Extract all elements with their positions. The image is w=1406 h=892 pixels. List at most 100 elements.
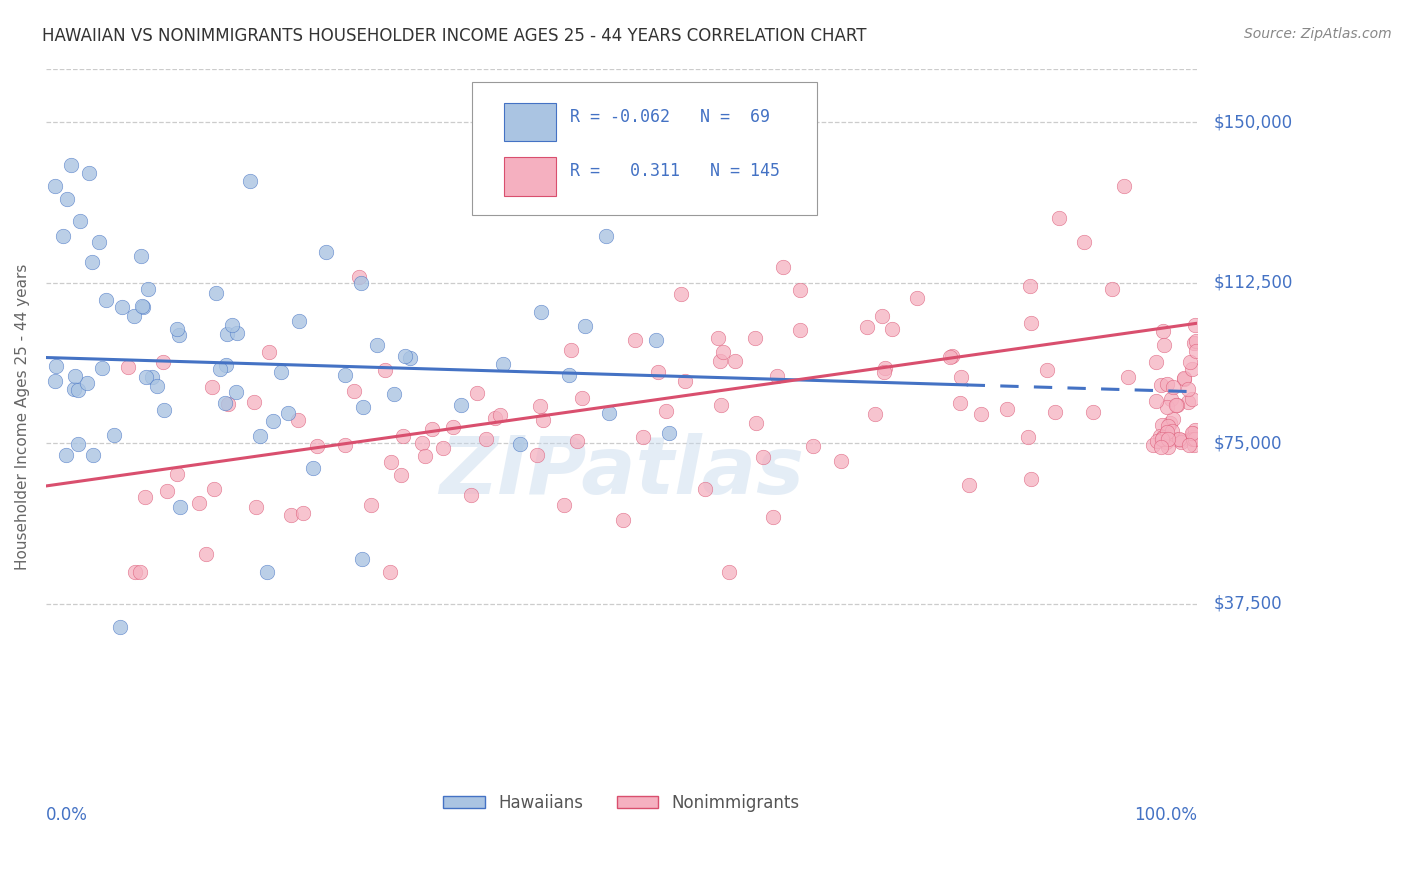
Point — [141, 370, 163, 384]
Point — [378, 565, 401, 579]
Point — [129, 249, 152, 263]
Point — [87, 235, 110, 250]
Point — [262, 414, 284, 428]
Point — [1185, 334, 1208, 348]
Point — [1184, 318, 1206, 332]
Point — [717, 565, 740, 579]
Point — [1166, 398, 1188, 412]
Point — [1019, 472, 1042, 486]
Point — [1177, 395, 1199, 409]
Point — [307, 439, 329, 453]
Text: ZIPatlas: ZIPatlas — [439, 433, 804, 511]
Point — [352, 551, 374, 566]
Point — [1160, 392, 1182, 406]
Point — [239, 174, 262, 188]
Point — [108, 620, 131, 634]
FancyBboxPatch shape — [503, 103, 555, 141]
Point — [693, 482, 716, 496]
Point — [595, 229, 617, 244]
Point — [856, 319, 879, 334]
Point — [1153, 338, 1175, 352]
Point — [277, 406, 299, 420]
Point — [710, 398, 733, 412]
Point — [950, 370, 973, 384]
Point — [44, 179, 66, 194]
Point — [1166, 398, 1188, 412]
Point — [202, 483, 225, 497]
Point — [335, 368, 357, 382]
Point — [1142, 438, 1164, 452]
Point — [347, 269, 370, 284]
Point — [1184, 424, 1206, 438]
Point — [1157, 418, 1180, 433]
Text: 0.0%: 0.0% — [46, 806, 87, 824]
Point — [389, 467, 412, 482]
Point — [1170, 434, 1192, 448]
Point — [201, 380, 224, 394]
Text: $150,000: $150,000 — [1215, 113, 1294, 131]
Point — [135, 370, 157, 384]
Point — [350, 277, 373, 291]
Point — [55, 448, 77, 462]
Point — [215, 326, 238, 341]
Point — [156, 484, 179, 499]
Point — [957, 477, 980, 491]
Point — [1144, 355, 1167, 369]
Point — [707, 331, 730, 345]
Point — [380, 455, 402, 469]
Point — [214, 395, 236, 409]
Point — [333, 438, 356, 452]
Point — [1073, 235, 1095, 249]
Point — [509, 437, 531, 451]
Point — [129, 565, 152, 579]
Point — [872, 310, 894, 324]
Point — [1152, 432, 1174, 446]
Point — [288, 314, 311, 328]
Point — [484, 411, 506, 425]
Point — [315, 244, 337, 259]
Point — [863, 407, 886, 421]
Point — [1047, 211, 1070, 226]
Point — [1177, 382, 1199, 396]
Point — [66, 383, 89, 397]
Text: $112,500: $112,500 — [1215, 274, 1294, 292]
Point — [873, 361, 896, 376]
Point — [1112, 179, 1135, 194]
Point — [1144, 393, 1167, 408]
Point — [1157, 440, 1180, 454]
Text: Source: ZipAtlas.com: Source: ZipAtlas.com — [1244, 27, 1392, 41]
Point — [744, 331, 766, 345]
Point — [91, 360, 114, 375]
Point — [122, 309, 145, 323]
Point — [905, 292, 928, 306]
Point — [1101, 282, 1123, 296]
Point — [938, 350, 960, 364]
Point — [366, 338, 388, 352]
Point — [1150, 418, 1173, 433]
Point — [45, 359, 67, 373]
Point — [1164, 432, 1187, 446]
Point — [1150, 440, 1173, 454]
Point — [553, 498, 575, 512]
Point — [259, 344, 281, 359]
Point — [1181, 426, 1204, 441]
Point — [169, 500, 191, 515]
Point — [66, 437, 89, 451]
Point — [1043, 405, 1066, 419]
Point — [529, 399, 551, 413]
Point — [249, 429, 271, 443]
Point — [60, 158, 83, 172]
Point — [195, 547, 218, 561]
Point — [1152, 430, 1174, 444]
Point — [111, 300, 134, 314]
Point — [245, 500, 267, 514]
Point — [124, 565, 146, 579]
Point — [1161, 424, 1184, 438]
Point — [709, 353, 731, 368]
Point — [1154, 434, 1177, 449]
Point — [153, 403, 176, 417]
Point — [302, 460, 325, 475]
Point — [1153, 325, 1175, 339]
Point — [291, 506, 314, 520]
Point — [744, 416, 766, 430]
